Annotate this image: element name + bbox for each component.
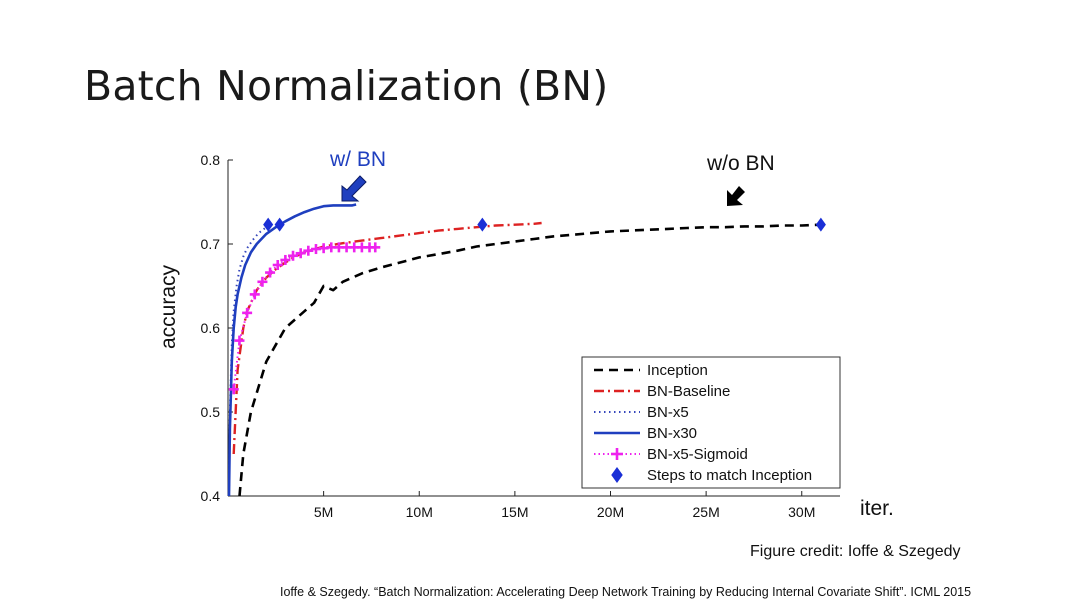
y-tick-label: 0.5 [201,404,221,420]
x-axis-label: iter. [860,497,894,520]
series-bn-x5-sigmoid-marker [272,260,283,270]
with-bn-arrow-icon [341,175,367,202]
chart-legend: Inception BN-Baseline BN-x5 BN-x30 BN-x5-Sig… [581,356,841,489]
series-bn-x5-sigmoid-marker [295,248,306,259]
chart-annotations: w/ BN w/o BN [329,148,775,206]
series-bn-x5-sigmoid-marker [370,242,381,253]
slide-title: Batch Normalization (BN) [84,62,609,110]
chart-series-layer [227,203,826,497]
y-tick-label: 0.4 [201,488,221,504]
legend-box [581,356,841,489]
series-steps-to-match-inception-marker [815,217,826,232]
legend-label-inception: Inception [647,362,708,379]
series-bn-x5-sigmoid-marker [257,276,268,287]
series-bn-x5-sigmoid-marker [249,289,260,300]
series-steps-to-match-inception-marker [477,217,488,232]
without-bn-arrow-icon [727,186,745,206]
series-bn-x5-sigmoid-marker [265,267,276,278]
legend-swatch-marker [611,448,623,460]
x-tick-label: 5M [314,504,333,520]
series-inception-line [238,223,821,497]
series-bn-x5-line [228,226,267,497]
y-axis-label: accuracy [157,264,180,349]
without-bn-label: w/o BN [706,152,775,175]
legend-label-bn-x30: BN-x30 [647,425,697,442]
x-tick-label: 15M [501,504,528,520]
legend-swatch-steps-to-match-inception [611,467,623,483]
x-tick-label: 20M [597,504,624,520]
y-tick-label: 0.6 [201,320,221,336]
series-bn-x5-sigmoid-marker [242,307,253,318]
series-bn-baseline-line [232,221,542,455]
series-bn-x5-sigmoid-marker [280,254,291,265]
with-bn-label: w/ BN [329,148,386,171]
series-bn-x30-line [227,203,357,497]
series-bn-x5-sigmoid-marker [303,245,314,256]
chart-axes: 0.4 0.5 0.6 0.7 0.8 5M 10M 15M 20M 25M 30M iter. acc… [157,152,894,520]
legend-label-steps-to-match-inception: Steps to match Inception [647,467,812,484]
legend-label-bn-x5-sigmoid: BN-x5-Sigmoid [647,446,748,463]
series-bn-x5-sigmoid-marker [234,335,245,346]
series-steps-to-match-inception-marker [274,217,285,232]
y-tick-label: 0.8 [201,152,221,168]
series-bn-x5-sigmoid-marker [288,250,299,261]
x-tick-label: 10M [406,504,433,520]
series-steps-to-match-inception-marker [263,217,274,232]
x-tick-label: 25M [693,504,720,520]
y-tick-label: 0.7 [201,236,221,252]
figure-credit: Figure credit: Ioffe & Szegedy [750,543,961,560]
series-bn-x5-sigmoid-marker [228,384,239,395]
series-bn-x5-sigmoid-line [232,246,376,390]
paper-citation: Ioffe & Szegedy. “Batch Normalization: A… [280,585,972,599]
legend-label-bn-x5: BN-x5 [647,404,689,421]
x-tick-label: 30M [788,504,815,520]
legend-label-bn-baseline: BN-Baseline [647,383,730,400]
